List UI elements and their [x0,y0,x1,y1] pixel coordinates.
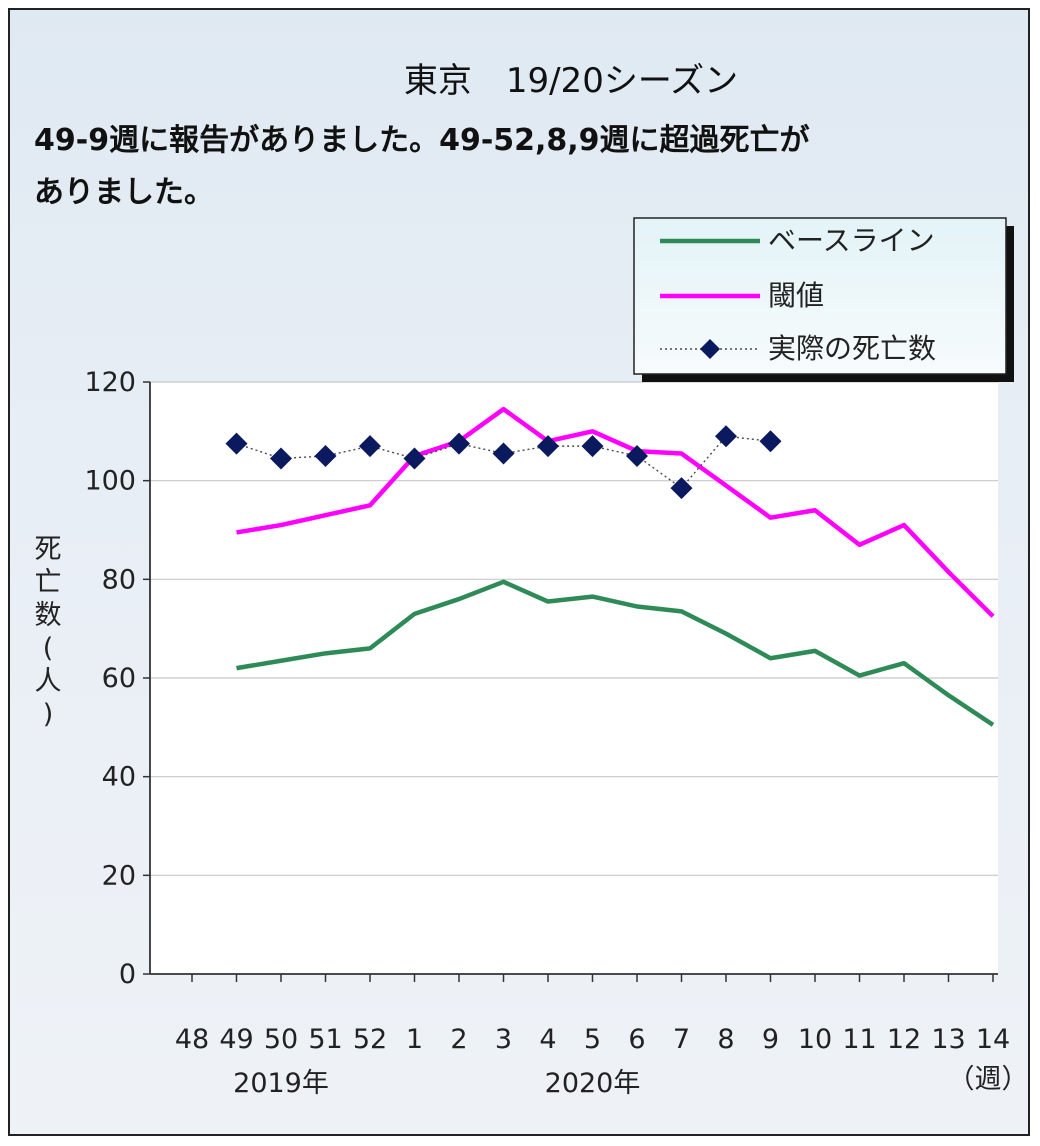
x-tick-label: 49 [219,1024,253,1055]
data-point-actual-deaths [537,435,559,458]
y-axis-label-char: 人 [35,666,62,697]
data-point-actual-deaths [626,445,648,467]
x-tick-label: 7 [673,1024,690,1055]
chart-subtitle-line-1: 49-9週に報告がありました。49-52,8,9週に超過死亡が [34,123,810,158]
data-point-actual-deaths [225,432,248,455]
chart-title: 東京 19/20シーズン [404,61,738,101]
series-line-threshold [236,406,995,618]
legend-label: ベースライン [768,224,935,257]
x-tick-label: 5 [584,1024,601,1055]
x-tick-label: 1 [406,1024,423,1055]
chart-subtitle-line-2: ありました。 [34,175,214,210]
year-label: 2019年 [233,1068,329,1099]
y-axis-label-char: 数 [35,600,62,631]
y-axis-label-char: ) [43,699,54,730]
x-tick-label: 51 [308,1024,342,1055]
data-point-actual-deaths [403,447,426,470]
x-tick-label: 52 [353,1024,387,1055]
series-layer [225,406,995,727]
x-axis-ticks: 48 49 50 51 52 1 2 3 4 5 6 7 8 9 10 11 12 13 14 [175,974,1010,1055]
data-point-actual-deaths [492,442,515,465]
data-point-actual-deaths [759,430,782,453]
data-point-actual-deaths [715,425,737,448]
y-tick-label: 0 [119,959,136,990]
data-point-actual-deaths [314,445,337,467]
chart-canvas: 東京 19/20シーズン 49-9週に報告がありました。49-52,8,9週に超… [34,61,1029,1099]
x-tick-label: 50 [264,1024,298,1055]
series-line-baseline [236,579,995,727]
chart-frame: 東京 19/20シーズン 49-9週に報告がありました。49-52,8,9週に超… [8,8,1030,1136]
y-axis-label-char: 亡 [35,567,62,598]
x-axis-unit-label: （週） [948,1064,1029,1095]
data-point-actual-deaths [670,477,693,500]
legend-label: 閾値 [768,279,824,312]
data-point-actual-deaths [448,432,470,455]
x-tick-label: 10 [798,1024,832,1055]
data-point-actual-deaths [359,435,381,458]
y-tick-label: 100 [84,466,136,497]
x-tick-label: 4 [539,1024,556,1055]
x-tick-label: 13 [931,1024,965,1055]
x-tick-label: 6 [628,1024,645,1055]
data-point-actual-deaths [581,435,604,458]
year-labels: 2019年 2020年 [233,1068,640,1099]
x-tick-label: 8 [717,1024,734,1055]
y-axis-ticks: 0 20 40 60 80 100 120 [84,367,136,990]
y-tick-label: 40 [102,762,136,793]
x-tick-label: 48 [175,1024,209,1055]
y-axis-label: 死亡数(人) [35,534,62,730]
x-tick-label: 3 [495,1024,512,1055]
legend-marker-actual-deaths [700,339,720,359]
x-tick-label: 14 [976,1024,1010,1055]
y-tick-label: 80 [102,564,136,595]
year-label: 2020年 [545,1068,641,1099]
y-axis-label-char: 死 [35,534,62,565]
x-tick-label: 12 [887,1024,921,1055]
legend-label: 実際の死亡数 [768,332,936,365]
y-axis-label-char: ( [43,633,54,664]
y-tick-label: 20 [102,860,136,891]
x-tick-label: 9 [762,1024,779,1055]
x-tick-label: 2 [450,1024,467,1055]
x-tick-label: 11 [842,1024,876,1055]
y-tick-label: 120 [84,367,136,398]
data-point-actual-deaths [270,447,292,470]
y-tick-label: 60 [102,663,136,694]
